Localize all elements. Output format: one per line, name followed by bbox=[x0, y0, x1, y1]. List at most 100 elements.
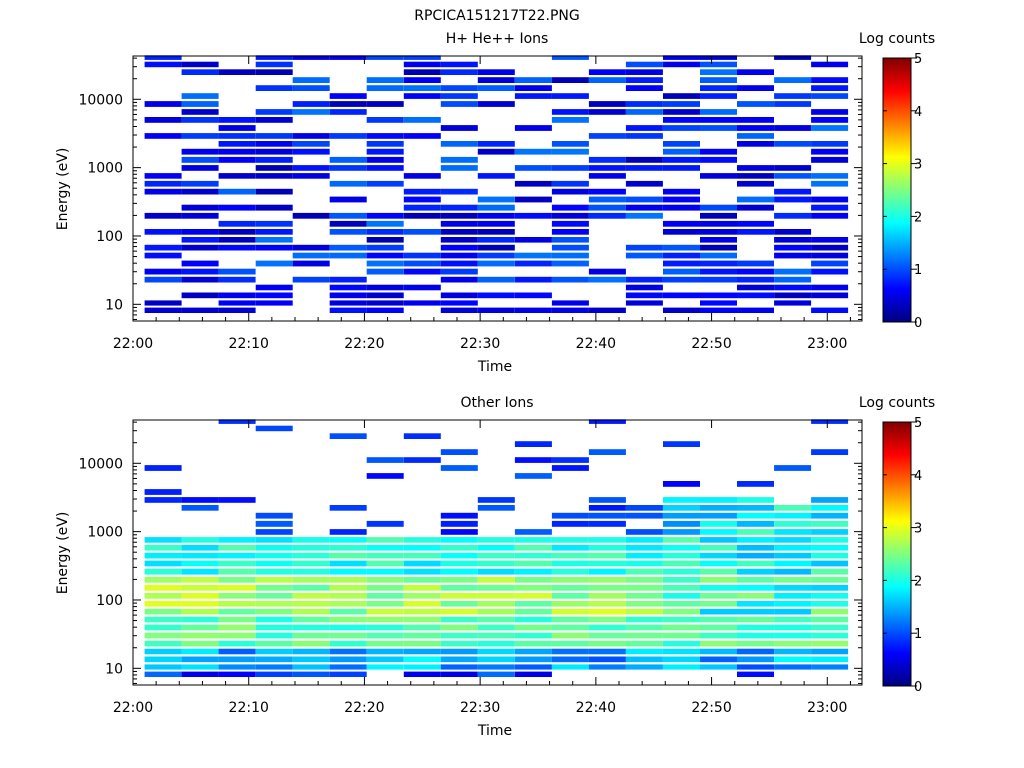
heatmap-cell bbox=[144, 188, 182, 195]
heatmap-cell bbox=[663, 529, 700, 535]
x-tick-label: 22:20 bbox=[344, 700, 384, 716]
heatmap-cell bbox=[403, 433, 441, 439]
heatmap-cell bbox=[774, 593, 812, 599]
heatmap-cell bbox=[329, 212, 367, 219]
heatmap-cell bbox=[737, 640, 774, 647]
heatmap-cell bbox=[255, 300, 293, 306]
heatmap-cell bbox=[737, 260, 774, 267]
heatmap-cell bbox=[292, 537, 330, 543]
heatmap-cell bbox=[588, 664, 626, 670]
heatmap-cell bbox=[737, 204, 774, 211]
colorbar-tick-label: 3 bbox=[914, 522, 922, 537]
heatmap-cell bbox=[551, 640, 589, 647]
heatmap-cell bbox=[329, 101, 367, 107]
x-tick-label: 22:10 bbox=[229, 336, 269, 352]
heatmap-cell bbox=[700, 664, 737, 670]
heatmap-cell bbox=[625, 656, 663, 663]
heatmap-cell bbox=[625, 101, 663, 107]
heatmap-cell bbox=[329, 276, 367, 283]
heatmap-cell bbox=[255, 188, 293, 195]
heatmap-cell bbox=[329, 560, 367, 567]
heatmap-cell bbox=[403, 93, 441, 99]
colorbar-tick-label: 0 bbox=[914, 316, 922, 331]
heatmap-cell bbox=[700, 55, 737, 60]
heatmap-cell bbox=[625, 292, 663, 299]
heatmap-cell bbox=[514, 656, 552, 663]
heatmap-cell bbox=[366, 284, 404, 291]
heatmap-cell bbox=[218, 640, 256, 647]
heatmap-cell bbox=[737, 196, 774, 203]
heatmap-cell bbox=[551, 601, 589, 607]
heatmap-cell bbox=[700, 276, 737, 283]
heatmap-cell bbox=[292, 252, 330, 259]
heatmap-cell bbox=[551, 584, 589, 591]
heatmap-cell bbox=[329, 109, 367, 115]
heatmap-cell bbox=[366, 292, 404, 299]
heatmap-cell bbox=[181, 204, 219, 211]
colorbar-tick-label: 5 bbox=[914, 52, 922, 67]
heatmap-cell bbox=[292, 632, 330, 639]
heatmap-cell bbox=[181, 576, 219, 583]
heatmap-cell bbox=[255, 61, 293, 68]
heatmap-cell bbox=[366, 180, 404, 187]
heatmap-cell bbox=[403, 671, 441, 677]
heatmap-cell bbox=[181, 497, 219, 503]
heatmap-cell bbox=[625, 640, 663, 647]
heatmap-cell bbox=[440, 307, 478, 313]
heatmap-cell bbox=[700, 237, 737, 243]
heatmap-cell bbox=[218, 584, 256, 591]
heatmap-cell bbox=[663, 252, 700, 259]
heatmap-cell bbox=[181, 212, 219, 219]
heatmap-cell bbox=[181, 292, 219, 299]
heatmap-cell bbox=[255, 560, 293, 567]
heatmap-cell bbox=[663, 593, 700, 599]
heatmap-cell bbox=[811, 307, 849, 313]
heatmap-cell bbox=[366, 664, 404, 670]
heatmap-cell bbox=[477, 601, 515, 607]
heatmap-cell bbox=[700, 632, 737, 639]
heatmap-cell bbox=[551, 109, 589, 115]
heatmap-cell bbox=[588, 69, 626, 75]
heatmap-cell bbox=[514, 568, 552, 575]
heatmap-cell bbox=[218, 593, 256, 599]
heatmap-cell bbox=[292, 141, 330, 147]
y-tick-label: 1000 bbox=[87, 525, 123, 541]
heatmap-cell bbox=[329, 624, 367, 631]
heatmap-cell bbox=[588, 616, 626, 623]
heatmap-cell bbox=[811, 601, 849, 607]
heatmap-cell bbox=[181, 188, 219, 195]
heatmap-cell bbox=[440, 593, 478, 599]
heatmap-cell bbox=[625, 601, 663, 607]
heatmap-cell bbox=[774, 664, 812, 670]
heatmap-cell bbox=[700, 529, 737, 535]
heatmap-cell bbox=[366, 85, 404, 91]
heatmap-cell bbox=[440, 449, 478, 455]
heatmap-cell bbox=[737, 229, 774, 235]
heatmap-cell bbox=[625, 109, 663, 115]
heatmap-cell bbox=[588, 188, 626, 195]
heatmap-cell bbox=[551, 512, 589, 519]
heatmap-cell bbox=[663, 55, 700, 60]
heatmap-cell bbox=[218, 560, 256, 567]
heatmap-cell bbox=[551, 593, 589, 599]
heatmap-cell bbox=[737, 601, 774, 607]
heatmap-cell bbox=[588, 196, 626, 203]
heatmap-cell bbox=[811, 608, 849, 615]
heatmap-cell bbox=[551, 260, 589, 267]
heatmap-cell bbox=[403, 77, 441, 83]
heatmap-cell bbox=[774, 601, 812, 607]
heatmap-cell bbox=[329, 284, 367, 291]
heatmap-cell bbox=[588, 419, 626, 424]
heatmap-cell bbox=[329, 552, 367, 559]
heatmap-cell bbox=[625, 69, 663, 75]
heatmap-cell bbox=[255, 632, 293, 639]
y-tick-label: 10000 bbox=[78, 92, 123, 108]
heatmap-cell bbox=[625, 165, 663, 171]
heatmap-cell bbox=[144, 640, 182, 647]
heatmap-cells bbox=[144, 419, 849, 677]
heatmap-cell bbox=[440, 544, 478, 551]
heatmap-cell bbox=[588, 537, 626, 543]
heatmap-cell bbox=[551, 237, 589, 243]
heatmap-cell bbox=[440, 69, 478, 75]
heatmap-cell bbox=[514, 584, 552, 591]
